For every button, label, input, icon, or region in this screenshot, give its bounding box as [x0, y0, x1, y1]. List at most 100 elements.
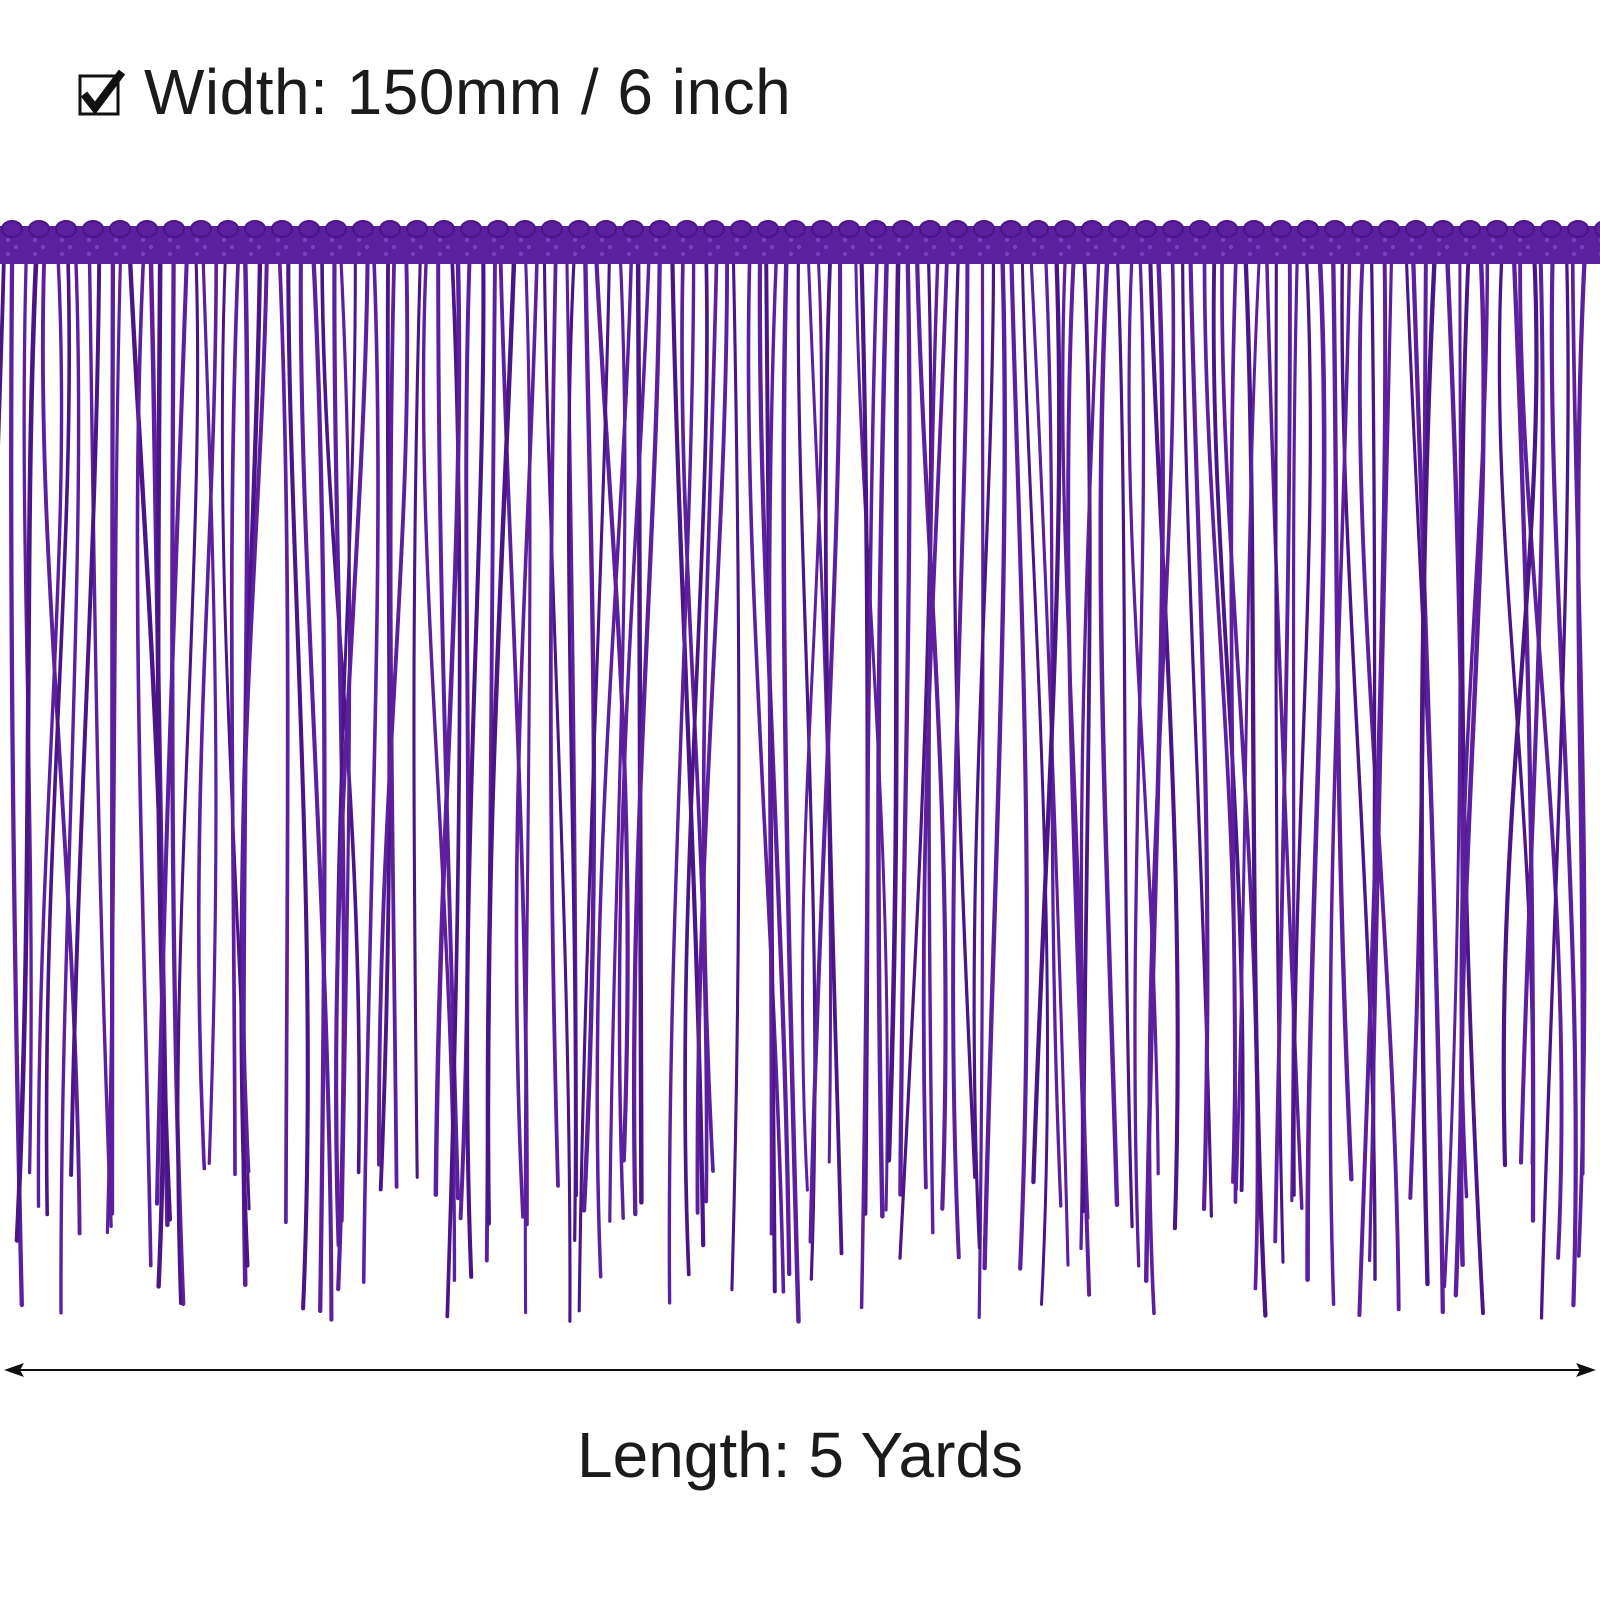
fringe-band-weave	[715, 244, 721, 250]
fringe-band-weave	[1058, 251, 1064, 257]
fringe-band-weave	[302, 237, 308, 243]
fringe-band-loop	[946, 220, 968, 238]
fringe-band-loop	[1297, 220, 1319, 238]
fringe-band-loop	[1135, 220, 1157, 238]
fringe-band-weave	[329, 237, 335, 243]
fringe-band-loop	[28, 220, 50, 238]
fringe-strand	[915, 255, 948, 1211]
fringe-band-weave	[626, 251, 632, 257]
fringe-band-weave	[1390, 244, 1396, 250]
fringe-band-weave	[356, 251, 362, 257]
fringe-strand	[1188, 255, 1210, 1212]
fringe-band-weave	[661, 244, 667, 250]
fringe-strand	[566, 256, 578, 1242]
fringe-strand	[311, 255, 327, 1314]
fringe-strand	[695, 256, 730, 1215]
fringe-band-weave	[86, 237, 92, 243]
fringe-band-weave	[256, 244, 262, 250]
fringe-band-weave	[499, 244, 505, 250]
fringe-strand	[617, 256, 651, 1220]
fringe-band-weave	[40, 244, 46, 250]
fringe-band-weave	[86, 251, 92, 257]
fringe-band-weave	[653, 251, 659, 257]
fringe-band-loop	[757, 220, 779, 238]
fringe-strand	[542, 256, 572, 1323]
fringe-band-weave	[869, 237, 875, 243]
fringe-strand	[808, 255, 843, 1244]
fringe-strand	[876, 255, 889, 1219]
fringe-strand	[767, 256, 778, 1236]
fringe-band-weave	[437, 237, 443, 243]
fringe-strand	[286, 255, 310, 1311]
fringe-band-weave	[815, 237, 821, 243]
fringe-band-weave	[734, 237, 740, 243]
fringe-band-weave	[1247, 251, 1253, 257]
fringe-band-weave	[1228, 244, 1234, 250]
fringe-band-loop	[163, 220, 185, 238]
fringe-strand	[977, 256, 985, 1319]
fringe-band-weave	[1112, 251, 1118, 257]
fringe-band-weave	[248, 237, 254, 243]
fringe-strand	[388, 256, 399, 1189]
fringe-band-weave	[634, 244, 640, 250]
fringe-strand	[59, 256, 81, 1315]
fringe-band-weave	[1363, 244, 1369, 250]
fringe-band-weave	[931, 244, 937, 250]
fringe-band-weave	[950, 237, 956, 243]
fringe-strand	[1518, 255, 1545, 1165]
fringe-band-weave	[140, 237, 146, 243]
fringe-band-loop	[811, 220, 833, 238]
fringe-band-weave	[275, 251, 281, 257]
fringe-strand	[433, 255, 462, 1197]
fringe-band-weave	[1571, 251, 1577, 257]
fringe-band-loop	[406, 220, 428, 238]
fringe-strand	[631, 255, 662, 1217]
fringe-band-weave	[707, 237, 713, 243]
fringe-strand	[465, 255, 486, 1279]
fringe-band-weave	[688, 244, 694, 250]
fringe-strand	[1539, 256, 1570, 1320]
fringe-strand	[859, 256, 879, 1310]
fringe-band-weave	[275, 237, 281, 243]
fringe-strand	[683, 256, 709, 1277]
fringe-strands	[0, 255, 1587, 1324]
fringe-band-weave	[545, 251, 551, 257]
fringe-band-weave	[761, 251, 767, 257]
fringe-band-loop	[325, 220, 347, 238]
fringe-strand	[135, 256, 153, 1268]
fringe-band-weave	[310, 244, 316, 250]
fringe-band-loop	[460, 220, 482, 238]
fringe-band-loop	[784, 220, 806, 238]
width-label: Width: 150mm / 6 inch	[144, 56, 792, 128]
fringe-strand	[1368, 256, 1394, 1263]
fringe-strand	[485, 255, 517, 1226]
fringe-strand	[982, 255, 1007, 1271]
fringe-band-weave	[283, 244, 289, 250]
fringe-band-loop	[1351, 220, 1373, 238]
fringe-band-weave	[437, 251, 443, 257]
fringe-band-weave	[1301, 237, 1307, 243]
fringe-band-weave	[32, 237, 38, 243]
fringe-strand	[14, 255, 39, 1243]
fringe-band-weave	[59, 237, 65, 243]
fringe-band-weave	[1336, 244, 1342, 250]
fringe-band-weave	[1552, 244, 1558, 250]
fringe-strand	[498, 256, 529, 1227]
fringe-band-loop	[1216, 220, 1238, 238]
fringe-strand	[298, 255, 334, 1322]
fringe-band-weave	[410, 237, 416, 243]
fringe-band-weave	[923, 237, 929, 243]
fringe-band-loop	[622, 220, 644, 238]
fringe-band-weave	[1382, 251, 1388, 257]
fringe-band-weave	[1004, 251, 1010, 257]
fringe-band-weave	[491, 251, 497, 257]
fringe-band-weave	[1039, 244, 1045, 250]
fringe-band-weave	[896, 251, 902, 257]
fringe-band-weave	[869, 251, 875, 257]
fringe-band-weave	[1031, 251, 1037, 257]
fringe-band-weave	[418, 244, 424, 250]
fringe-band-weave	[1525, 244, 1531, 250]
fringe-band-loop	[1459, 220, 1481, 238]
fringe-band-weave	[1436, 237, 1442, 243]
fringe-band-weave	[175, 244, 181, 250]
